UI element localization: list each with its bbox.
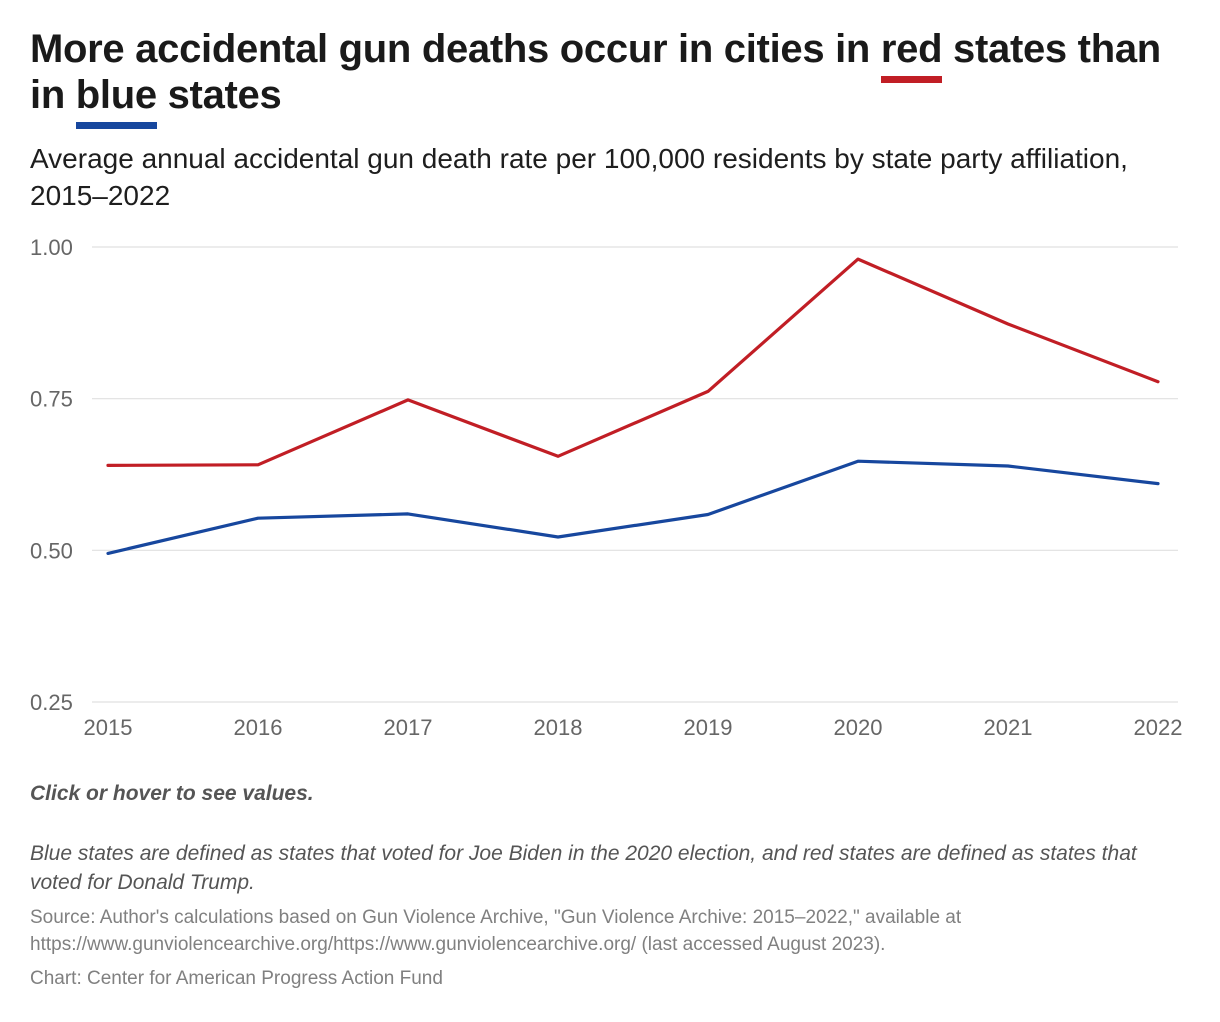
title-text-start: More accidental gun deaths occur in citi… <box>30 27 881 71</box>
y-tick-label: 1.00 <box>30 235 73 260</box>
data-point-blue[interactable]: 2016: 0.553 <box>249 509 267 527</box>
x-tick-label: 2022 <box>1134 715 1183 740</box>
data-point-red[interactable]: 2021: 0.873 <box>999 315 1017 333</box>
data-point-red[interactable]: 2017: 0.748 <box>399 391 417 409</box>
chart-credit: Chart: Center for American Progress Acti… <box>30 968 443 989</box>
title-text-middle: states than in <box>30 27 1161 117</box>
series-line-blue <box>106 459 1160 555</box>
interaction-hint: Click or hover to see values. <box>30 782 314 805</box>
data-point-red[interactable]: 2022: 0.778 <box>1149 373 1167 391</box>
data-point-red[interactable]: 2015: 0.64 <box>99 456 117 474</box>
chart-subtitle: Average annual accidental gun death rate… <box>30 143 1128 211</box>
title-keyword-red: red <box>880 27 943 83</box>
x-tick-label: 2017 <box>384 715 433 740</box>
series-line-red <box>106 257 1160 467</box>
y-tick-label: 0.25 <box>30 690 73 715</box>
x-tick-label: 2015 <box>84 715 133 740</box>
y-tick-label: 0.50 <box>30 538 73 563</box>
title-text-end: states <box>156 73 282 117</box>
data-point-blue[interactable]: 2015: 0.495 <box>99 544 117 562</box>
source-note: Source: Author's calculations based on G… <box>30 907 962 955</box>
chart-title: More accidental gun deaths occur in citi… <box>30 26 1190 129</box>
definition-note: Blue states are defined as states that v… <box>30 842 1137 894</box>
data-point-blue[interactable]: 2017: 0.56 <box>399 505 417 523</box>
x-tick-label: 2020 <box>834 715 883 740</box>
title-keyword-blue: blue <box>75 73 157 129</box>
x-tick-label: 2018 <box>534 715 583 740</box>
data-point-red[interactable]: 2020: 0.98 <box>849 250 867 268</box>
x-tick-label: 2016 <box>234 715 283 740</box>
x-tick-label: 2021 <box>984 715 1033 740</box>
data-point-red[interactable]: 2018: 0.655 <box>549 447 567 465</box>
data-point-red[interactable]: 2016: 0.641 <box>249 456 267 474</box>
data-point-blue[interactable]: 2018: 0.522 <box>549 528 567 546</box>
data-point-blue[interactable]: 2019: 0.559 <box>699 506 717 524</box>
x-tick-label: 2019 <box>684 715 733 740</box>
line-chart[interactable]: 0.25 0.50 0.75 1.00 2015 2016 2017 2018 2019 2020… <box>0 220 1220 760</box>
data-point-blue[interactable]: 2021: 0.639 <box>999 457 1017 475</box>
data-point-red[interactable]: 2019: 0.762 <box>699 382 717 400</box>
data-point-blue[interactable]: 2022: 0.61 <box>1149 475 1167 493</box>
data-point-blue[interactable]: 2020: 0.647 <box>849 452 867 470</box>
y-tick-label: 0.75 <box>30 387 73 412</box>
